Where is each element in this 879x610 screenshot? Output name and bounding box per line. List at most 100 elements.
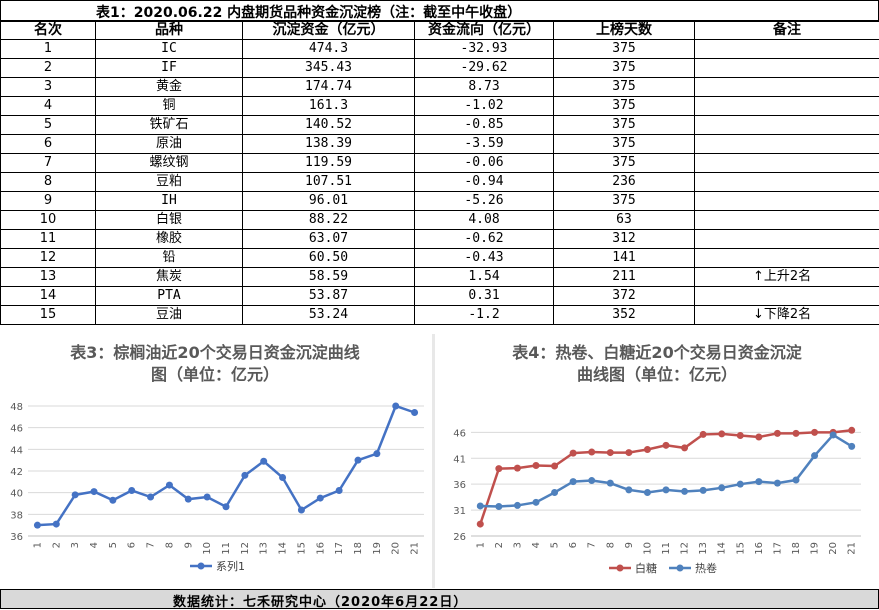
data-point [514,502,521,509]
cell-days: 312 [554,230,695,249]
cell-capital: 138.39 [243,135,415,154]
data-point [477,521,484,528]
data-point [91,488,98,495]
cell-flow: 1.54 [415,268,554,287]
y-tick-label: 26 [453,532,466,543]
x-tick-label: 4 [89,542,100,548]
x-tick-label: 15 [735,542,746,555]
cell-note [695,287,879,306]
x-tick-label: 9 [183,542,194,548]
x-tick-label: 20 [828,542,839,555]
data-point [644,489,651,496]
cell-days: 141 [554,249,695,268]
x-tick-label: 5 [108,542,119,548]
cell-note [695,249,879,268]
cell-flow: -32.93 [415,40,554,59]
data-point [681,444,688,451]
cell-flow: 0.31 [415,287,554,306]
cell-rank: 14 [1,287,96,306]
x-tick-label: 15 [296,542,307,555]
cell-days: 375 [554,40,695,59]
cell-note [695,59,879,78]
data-point [495,503,502,510]
cell-rank: 7 [1,154,96,173]
x-tick-label: 12 [240,542,251,555]
cell-note [695,154,879,173]
data-point [700,431,707,438]
table-title-bar: 表1：2020.06.22 内盘期货品种资金沉淀榜（注：截至中午收盘） [0,0,879,22]
cell-name: 铅 [96,249,243,268]
data-point [625,486,632,493]
cell-name: 黄金 [96,78,243,97]
data-point [774,430,781,437]
x-tick-label: 8 [605,542,616,548]
cell-capital: 96.01 [243,192,415,211]
y-tick-label: 31 [453,506,466,517]
cell-days: 375 [554,116,695,135]
cell-rank: 4 [1,97,96,116]
header-note: 备注 [695,21,879,40]
data-point [663,442,670,449]
footer-source: 数据统计：七禾研究中心（2020年6月22日） [173,591,467,610]
data-point [737,432,744,439]
data-point [570,478,577,485]
y-tick-label: 38 [10,510,23,521]
cell-name: 铜 [96,97,243,116]
legend-label: 热卷 [695,561,717,575]
x-tick-label: 3 [70,542,81,548]
x-tick-label: 21 [847,542,858,555]
header-rank: 名次 [1,21,96,40]
legend-marker [198,563,205,570]
data-point [718,484,725,491]
cell-rank: 1 [1,40,96,59]
header-flow: 资金流向（亿元） [415,21,554,40]
cell-name: 焦炭 [96,268,243,287]
data-point [588,449,595,456]
data-point [551,489,558,496]
cell-note [695,116,879,135]
cell-rank: 15 [1,306,96,325]
cell-days: 375 [554,192,695,211]
data-point [533,499,540,506]
cell-days: 375 [554,59,695,78]
x-tick-label: 21 [410,542,421,555]
cell-capital: 58.59 [243,268,415,287]
data-point [260,458,267,465]
cell-note [695,78,879,97]
cell-days: 375 [554,154,695,173]
cell-flow: 4.08 [415,211,554,230]
footer-bar: 数据统计：七禾研究中心（2020年6月22日） [0,589,879,609]
y-tick-label: 42 [10,467,23,478]
cell-capital: 161.3 [243,97,415,116]
x-tick-label: 11 [661,542,672,555]
x-tick-label: 20 [391,542,402,555]
data-point [147,494,154,501]
x-tick-label: 2 [494,542,505,548]
cell-name: 铁矿石 [96,116,243,135]
legend-marker [617,565,624,572]
cell-rank: 3 [1,78,96,97]
cell-capital: 345.43 [243,59,415,78]
x-tick-label: 16 [315,542,326,555]
data-point [793,477,800,484]
cell-rank: 8 [1,173,96,192]
cell-note [695,173,879,192]
cell-days: 372 [554,287,695,306]
cell-rank: 11 [1,230,96,249]
data-point [533,462,540,469]
x-tick-label: 9 [624,542,635,548]
cell-name: 白银 [96,211,243,230]
data-point [477,502,484,509]
header-capital: 沉淀资金（亿元） [243,21,415,40]
y-tick-label: 46 [10,424,23,435]
x-tick-label: 5 [550,542,561,548]
cell-rank: 2 [1,59,96,78]
cell-name: 螺纹钢 [96,154,243,173]
chart-divider [432,334,435,588]
cell-days: 211 [554,268,695,287]
